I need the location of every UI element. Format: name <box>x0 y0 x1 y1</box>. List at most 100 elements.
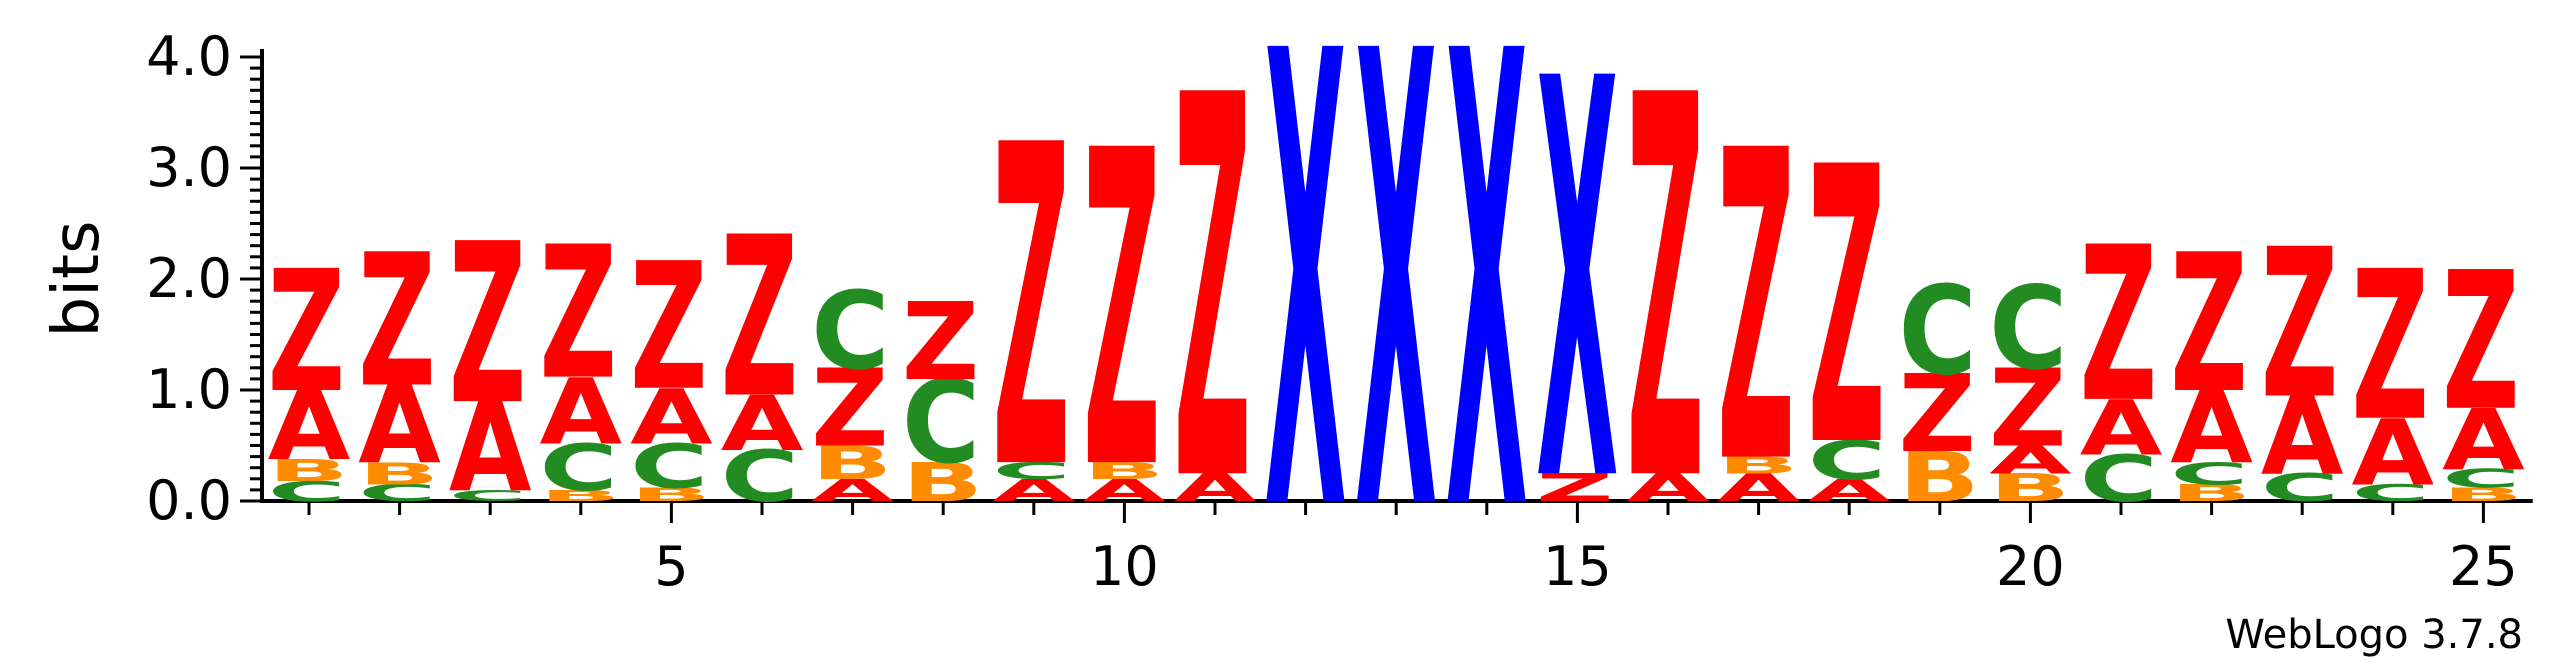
x-tick-label: 5 <box>654 535 688 598</box>
logo-glyph: A <box>1808 473 1891 509</box>
logo-letter-Z: Z <box>1536 466 1613 510</box>
logo-letter-C: C <box>2352 480 2430 507</box>
logo-letter-C: C <box>449 487 527 505</box>
logo-letter-X: X <box>1446 0 1528 649</box>
x-tick-label: 15 <box>1543 535 1612 598</box>
logo-glyph: C <box>358 480 436 507</box>
logo-glyph: C <box>1899 262 1977 403</box>
logo-glyph: C <box>2352 480 2430 507</box>
logo-letter-C: C <box>2080 441 2158 516</box>
logo-letter-A: A <box>1989 438 2072 482</box>
logo-glyph: B <box>540 487 621 505</box>
logo-letter-A: A <box>2170 371 2253 486</box>
logo-glyph: Z <box>1989 348 2066 472</box>
logo-glyph: C <box>449 487 527 505</box>
logo-glyph: Z <box>1536 466 1613 510</box>
logo-glyph: C <box>2170 456 2248 492</box>
logo-glyph: Z <box>721 189 798 446</box>
logo-glyph: A <box>1083 473 1166 509</box>
logo-letter-B: B <box>902 452 983 514</box>
y-axis-label: bits <box>40 221 114 338</box>
logo-glyph: A <box>1717 466 1800 510</box>
y-tick-label: 4.0 <box>146 25 232 88</box>
logo-letter-Z: Z <box>2352 227 2429 467</box>
logo-glyph: C <box>811 270 889 394</box>
logo-glyph: Z <box>1717 63 1794 558</box>
logo-glyph: C <box>2080 441 2158 516</box>
logo-glyph: A <box>540 360 623 466</box>
logo-glyph: Z <box>811 348 888 472</box>
logo-glyph: A <box>358 364 441 488</box>
logo-letter-A: A <box>1808 473 1891 509</box>
logo-letter-C: C <box>1899 262 1977 403</box>
logo-letter-C: C <box>540 430 618 505</box>
logo-glyph: X <box>1536 0 1618 604</box>
logo-letter-C: C <box>1989 262 2067 395</box>
logo-letter-A: A <box>2080 384 2163 473</box>
logo-letter-A: A <box>721 379 804 468</box>
logo-glyph: C <box>2442 464 2520 494</box>
logo-glyph: Z <box>2442 233 2519 454</box>
logo-glyph: C <box>630 432 708 503</box>
logo-letter-Z: Z <box>2170 215 2247 436</box>
logo-glyph: C <box>540 430 618 505</box>
logo-glyph: C <box>721 437 799 518</box>
logo-letter-X: X <box>1536 0 1618 604</box>
logo-letter-A: A <box>1083 473 1166 509</box>
logo-letter-A: A <box>2352 401 2435 507</box>
logo-glyph: C <box>2261 466 2339 510</box>
y-tick-label: 0.0 <box>146 469 232 532</box>
logo-glyph: A <box>2080 384 2163 473</box>
logo-letter-C: C <box>2442 464 2520 494</box>
logo-glyph: Z <box>2170 215 2247 436</box>
logo-letter-Z: Z <box>1083 60 1160 565</box>
logo-glyph: A <box>811 473 894 509</box>
logo-glyph: A <box>993 473 1076 509</box>
logo-letter-A: A <box>1717 466 1800 510</box>
weblogo-version-label: WebLogo 3.7.8 <box>2225 612 2523 658</box>
logo-letter-Z: Z <box>630 226 707 430</box>
logo-letter-C: C <box>358 480 436 507</box>
logo-glyph: X <box>1264 0 1346 649</box>
logo-letter-Z: Z <box>2261 205 2338 445</box>
logo-glyph: C <box>993 458 1071 485</box>
logo-glyph: A <box>630 373 713 462</box>
x-tick-label: 25 <box>2449 535 2518 598</box>
y-tick-label: 2.0 <box>146 247 232 310</box>
logo-letter-A: A <box>630 373 713 462</box>
logo-letter-Z: Z <box>902 281 979 405</box>
logo-glyph: A <box>2261 375 2344 499</box>
logo-glyph: X <box>1355 0 1437 649</box>
logo-glyph: Z <box>1899 353 1976 477</box>
logo-letter-A: A <box>2442 391 2525 489</box>
logo-letter-Z: Z <box>993 53 1070 567</box>
logo-glyph: Z <box>1174 0 1251 598</box>
logo-glyph: Z <box>449 196 526 453</box>
logo-letter-A: A <box>358 364 441 488</box>
logo-glyph: B <box>902 452 983 514</box>
logo-letter-B: B <box>540 487 621 505</box>
logo-letter-Z: Z <box>268 236 345 430</box>
x-tick-label: 20 <box>1996 535 2065 598</box>
logo-letter-B: B <box>811 437 892 490</box>
logo-letter-B: B <box>630 484 711 505</box>
logo-letter-Z: Z <box>358 216 435 428</box>
logo-glyph: A <box>721 379 804 468</box>
logo-glyph: A <box>2170 371 2253 486</box>
y-tick-label: 3.0 <box>146 136 232 199</box>
logo-letter-X: X <box>1355 0 1437 649</box>
logo-letter-C: C <box>268 476 346 508</box>
logo-glyph: Z <box>1627 0 1704 598</box>
logo-glyph: A <box>268 371 351 482</box>
logo-glyph: Z <box>2352 227 2429 467</box>
logo-letter-Z: Z <box>1717 63 1794 558</box>
logo-glyph: B <box>1989 466 2070 510</box>
logo-glyph: A <box>2352 401 2435 507</box>
logo-letter-C: C <box>2261 466 2339 510</box>
logo-letter-Z: Z <box>1174 0 1251 598</box>
logo-letter-Z: Z <box>1989 348 2066 472</box>
logo-glyph: B <box>1083 458 1164 485</box>
x-tick-label: 10 <box>1090 535 1159 598</box>
logo-glyph: B <box>630 484 711 505</box>
